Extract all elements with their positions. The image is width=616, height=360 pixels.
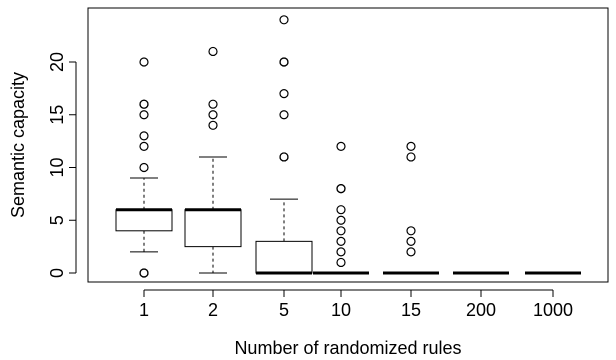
outlier-point <box>208 99 218 109</box>
outlier-point <box>336 236 346 246</box>
outlier-point <box>336 205 346 215</box>
x-tick-label: 1000 <box>533 300 573 320</box>
x-tick-label: 15 <box>401 300 421 320</box>
outlier-point <box>336 226 346 236</box>
outlier-point <box>336 141 346 151</box>
outlier-point <box>139 162 149 173</box>
y-tick-label: 5 <box>47 215 67 225</box>
outlier-point <box>279 110 289 120</box>
outlier-point <box>208 110 218 120</box>
outlier-point <box>336 184 346 194</box>
outlier-point <box>208 46 218 57</box>
outlier-point <box>279 15 289 25</box>
x-tick-label: 2 <box>208 300 218 320</box>
box-iqr <box>255 240 313 274</box>
y-tick-label: 20 <box>47 52 67 72</box>
outlier-point <box>139 141 149 151</box>
outlier-point <box>406 236 416 246</box>
x-tick-label: 1 <box>139 300 149 320</box>
outlier-point <box>139 99 149 109</box>
outlier-point <box>336 247 346 257</box>
outlier-point <box>336 215 346 225</box>
outlier-point <box>406 226 416 236</box>
y-axis: 0 5 10 15 20 <box>47 52 77 278</box>
x-tick-label: 5 <box>279 300 289 320</box>
outlier-point <box>139 131 149 141</box>
outlier-point <box>208 120 218 130</box>
x-tick-label: 200 <box>466 300 496 320</box>
outlier-point <box>406 247 416 257</box>
outlier-point <box>336 257 346 268</box>
box-group-5 <box>255 15 313 275</box>
y-tick-label: 10 <box>47 157 67 177</box>
y-tick-label: 0 <box>47 268 67 278</box>
outlier-point <box>139 57 149 67</box>
x-axis: 1 2 5 10 15 200 1000 <box>139 289 573 320</box>
x-axis-label: Number of randomized rules <box>234 338 461 358</box>
boxes-group <box>115 15 581 278</box>
box-group-10 <box>313 141 369 275</box>
y-tick-label: 15 <box>47 105 67 125</box>
outlier-point <box>406 152 416 162</box>
outlier-point <box>139 110 149 120</box>
box-group-15 <box>383 141 439 275</box>
outlier-point <box>406 141 416 151</box>
box-group-2 <box>184 46 242 274</box>
x-tick-label: 10 <box>331 300 351 320</box>
outlier-point <box>279 152 289 162</box>
y-axis-label: Semantic capacity <box>8 72 28 218</box>
plot-frame <box>87 7 609 283</box>
box-group-1 <box>115 57 173 278</box>
outlier-point <box>279 57 289 67</box>
outlier-point <box>139 268 149 278</box>
box-iqr <box>184 209 242 248</box>
outlier-point <box>279 89 289 99</box>
box-iqr <box>115 209 173 232</box>
